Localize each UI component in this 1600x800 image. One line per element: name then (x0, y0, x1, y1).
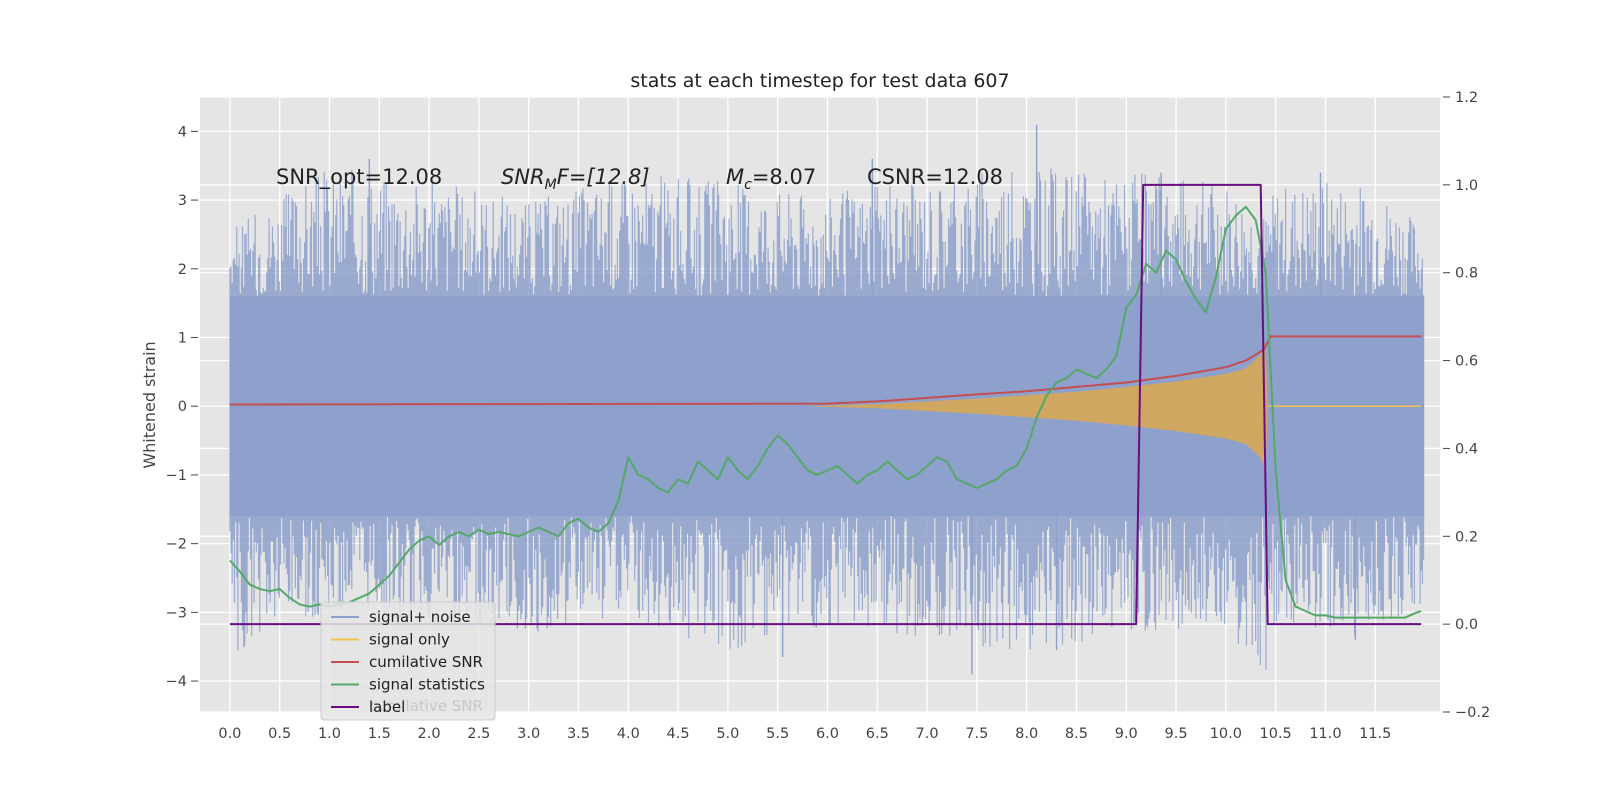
y2-tick-label: 0.4 (1455, 441, 1478, 457)
y-tick-label: 1 (178, 331, 187, 347)
signal-only-fill (229, 340, 1422, 472)
y-tick-label: 4 (178, 124, 187, 140)
annotation-snr-opt: SNR_opt=12.08 (276, 165, 442, 190)
y-tick-label: −4 (166, 674, 187, 690)
label-line (229, 183, 1422, 626)
x-tick-label: 0.0 (218, 726, 241, 742)
y-tick-label: 0 (178, 399, 187, 415)
legend-label: signal+ noise (369, 608, 471, 626)
x-tick-label: 2.0 (418, 726, 441, 742)
legend-ghost-text: cumilative SNR (369, 697, 483, 715)
y-axis-label: Whitened strain (140, 341, 159, 468)
x-tick-label: 11.0 (1309, 726, 1341, 742)
y-tick-label: −3 (166, 605, 187, 621)
y-tick-label: 2 (178, 262, 187, 278)
annotation-mc-rest: =8.07 (752, 165, 816, 189)
x-tick-label: 0.5 (268, 726, 291, 742)
y2-tick-label: 0.8 (1455, 266, 1478, 282)
annotation-snr-mf-sub: M (545, 177, 557, 193)
legend-label: signal only (369, 631, 450, 649)
x-tick-label: 1.5 (368, 726, 391, 742)
x-tick-label: 2.5 (467, 726, 490, 742)
signal-only-series (229, 340, 1422, 472)
y2-tick-label: 1.0 (1455, 178, 1478, 194)
y-tick-label: −2 (166, 537, 187, 553)
x-tick-label: 9.5 (1165, 726, 1188, 742)
annotation-snr-mf-main: SNR (501, 165, 545, 189)
axes: 0.0 0.5 1.0 1.5 2.0 2.5 3.0 3.5 4.0 4.5 5.0 5.5 6.0 6… (166, 90, 1491, 742)
annotation-mc-sub: c (744, 177, 752, 193)
x-tick-label: 1.0 (318, 726, 341, 742)
x-tick-label: 5.0 (716, 726, 739, 742)
y2-tick-label: 1.2 (1455, 90, 1478, 106)
annotations: SNR_opt=12.08 SNRMF=[12.8] Mc=8.07 CSNR=… (276, 165, 1003, 193)
signal-statistics-line (229, 205, 1422, 619)
x-tick-label: 3.5 (567, 726, 590, 742)
y-tick-label: 3 (178, 193, 187, 209)
x-tick-label: 6.0 (816, 726, 839, 742)
x-tick-label: 10.0 (1210, 726, 1242, 742)
x-tick-label: 9.0 (1115, 726, 1138, 742)
legend-label: signal statistics (369, 676, 485, 694)
line-series (229, 183, 1422, 626)
x-tick-label: 4.0 (617, 726, 640, 742)
y2-tick-label: 0.0 (1455, 617, 1478, 633)
x-tick-label: 6.5 (866, 726, 889, 742)
x-tick-label: 8.0 (1015, 726, 1038, 742)
annotation-mc: Mc=8.07 (726, 165, 816, 193)
y2-tick-label: −0.2 (1455, 705, 1490, 721)
annotation-snr-mf: SNRMF=[12.8] (501, 165, 650, 193)
x-tick-label: 5.5 (766, 726, 789, 742)
legend-items: signal+ noise signal only cumilative SNR si… (331, 608, 485, 716)
legend-box (320, 601, 496, 721)
annotation-snr-mf-rest: F=[12.8] (557, 165, 650, 189)
annotation-mc-main: M (726, 165, 744, 189)
x-tick-label: 11.5 (1359, 726, 1391, 742)
y2-tick-label: 0.6 (1455, 354, 1478, 370)
legend: cumilative SNR signal+ noise signal only c… (320, 601, 496, 721)
annotation-csnr: CSNR=12.08 (867, 165, 1003, 189)
x-tick-label: 8.5 (1065, 726, 1088, 742)
x-tick-label: 7.0 (916, 726, 939, 742)
x-tick-label: 3.0 (517, 726, 540, 742)
x-tick-label: 10.5 (1260, 726, 1292, 742)
legend-label: label (369, 698, 405, 716)
chart-title: stats at each timestep for test data 607 (630, 70, 1009, 92)
x-tick-label: 7.5 (965, 726, 988, 742)
x-tick-label: 4.5 (667, 726, 690, 742)
cumilative-snr-line (229, 335, 1422, 406)
legend-label: cumilative SNR (369, 653, 483, 671)
y-tick-label: −1 (166, 468, 187, 484)
y2-tick-label: 0.2 (1455, 529, 1478, 545)
